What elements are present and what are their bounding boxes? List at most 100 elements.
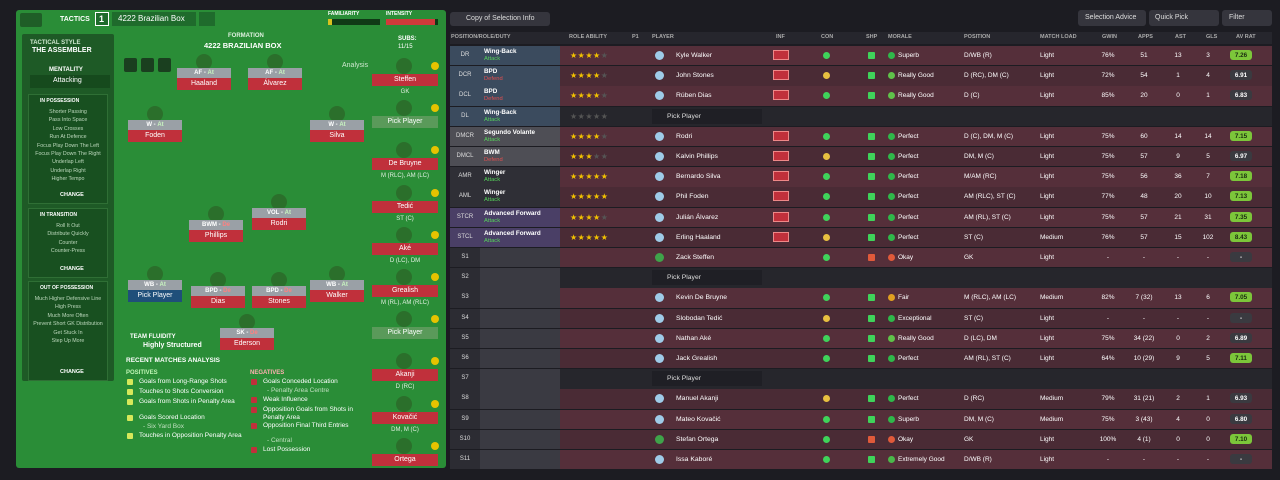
- change-button[interactable]: CHANGE: [60, 266, 84, 272]
- player[interactable]: Erling Haaland: [676, 233, 721, 241]
- morale: Perfect: [898, 132, 919, 140]
- player[interactable]: Kalvin Phillips: [676, 153, 718, 160]
- instruction: Low Crosses: [52, 125, 84, 132]
- average-rating: 7.13: [1234, 193, 1248, 201]
- role-strip: VOL - At: [252, 208, 306, 218]
- pick-dropdown[interactable]: [652, 270, 762, 286]
- bench-name-strip[interactable]: [372, 285, 438, 297]
- player[interactable]: Rúben Dias: [676, 92, 712, 100]
- goals: -: [1206, 314, 1210, 322]
- player[interactable]: Slobodan Tedić: [676, 314, 723, 322]
- player[interactable]: Issa Kaboré: [676, 456, 713, 463]
- player-name-strip[interactable]: [220, 338, 274, 350]
- player[interactable]: Jack Grealish: [676, 355, 718, 362]
- gwin: -: [1106, 314, 1110, 322]
- player-name-strip[interactable]: [310, 290, 364, 302]
- style: THE ASSEMBLER: [32, 47, 92, 54]
- player[interactable]: John Stones: [676, 72, 714, 80]
- player[interactable]: Stefan Ortega: [676, 435, 719, 443]
- player[interactable]: Phil Foden: [676, 193, 709, 201]
- filter-button[interactable]: [1222, 10, 1272, 26]
- bench-name-strip[interactable]: [372, 327, 438, 340]
- rating-pill: [1230, 413, 1252, 424]
- assists: 0: [1176, 334, 1180, 342]
- player[interactable]: Kyle Walker: [676, 52, 713, 59]
- position-cell: [450, 248, 480, 268]
- player[interactable]: Manuel Akanji: [676, 395, 719, 403]
- table-row: [450, 126, 1272, 147]
- con-icon: [823, 395, 830, 403]
- bench-name-strip[interactable]: [372, 242, 438, 255]
- position-slot: S8: [461, 395, 469, 402]
- player[interactable]: Nathan Aké: [676, 334, 712, 342]
- player[interactable]: Zack Steffen: [676, 254, 715, 261]
- pick-dropdown[interactable]: [652, 108, 762, 124]
- tactics-label: TACTICS: [60, 16, 90, 23]
- analysis-detail: - Central: [267, 437, 292, 444]
- add-tactic[interactable]: [199, 12, 215, 26]
- analysis-toggle[interactable]: Analysis: [342, 62, 369, 69]
- pick-dropdown[interactable]: [652, 371, 762, 387]
- change-button[interactable]: CHANGE: [60, 192, 84, 198]
- player[interactable]: Julián Álvarez: [676, 213, 719, 221]
- player-name-strip[interactable]: [252, 218, 306, 230]
- rating-pill: [1230, 252, 1252, 262]
- shp-icon: [868, 355, 875, 362]
- match-load: Light: [1040, 355, 1055, 362]
- player[interactable]: Kevin De Bruyne: [676, 294, 728, 302]
- bench-name-strip[interactable]: [372, 411, 438, 424]
- morale: Fair: [898, 294, 910, 302]
- bench-name-strip[interactable]: [372, 74, 438, 86]
- bench-name-strip[interactable]: [372, 116, 438, 129]
- column-header: POSITION/ROLE/DUTY: [451, 34, 511, 40]
- role: W: [328, 122, 334, 128]
- advice-button[interactable]: [1078, 10, 1146, 26]
- tactic-dropdown[interactable]: [112, 12, 196, 26]
- player-name-strip[interactable]: [248, 78, 302, 90]
- position-cell: [450, 268, 480, 288]
- apps: 60: [1140, 132, 1148, 140]
- bench-shirt: [396, 311, 412, 328]
- role-ability: ★★★★★: [570, 71, 609, 81]
- position: D (RC): [964, 395, 985, 403]
- pitch-tool[interactable]: [124, 58, 137, 72]
- quick-pick-button[interactable]: [1149, 10, 1219, 26]
- position: D/WB (R): [964, 52, 992, 59]
- analysis-item: Opposition Goals from Shots in Penalty A…: [263, 406, 353, 421]
- pitch-tool[interactable]: [141, 58, 154, 72]
- player-name-strip[interactable]: [252, 296, 306, 308]
- player[interactable]: Bernardo Silva: [676, 173, 721, 181]
- pitch-tool[interactable]: [158, 58, 171, 72]
- assists: 2: [1176, 395, 1180, 403]
- bench-name: Aké: [398, 244, 412, 252]
- table-row: [450, 86, 1272, 106]
- bench-name-strip[interactable]: [372, 200, 438, 213]
- bench-name-strip[interactable]: [372, 369, 438, 382]
- bench-name-strip[interactable]: [372, 158, 438, 171]
- role-cell: [480, 66, 560, 86]
- player-shirt: [147, 106, 163, 122]
- position-cell: [450, 86, 480, 106]
- player-name-strip[interactable]: [191, 296, 245, 308]
- instruction: Shorter Passing: [49, 109, 87, 115]
- player-name-strip[interactable]: [177, 78, 231, 90]
- view-dropdown[interactable]: [450, 12, 550, 26]
- player[interactable]: Mateo Kovačić: [676, 415, 721, 423]
- position-slot: DR: [460, 52, 470, 58]
- role-strip: W - At: [310, 120, 364, 130]
- bench-name-strip[interactable]: [372, 453, 438, 466]
- player-name-strip[interactable]: [310, 130, 364, 142]
- player-name-strip[interactable]: [128, 130, 182, 142]
- mentality-dropdown[interactable]: [30, 75, 110, 88]
- role-strip: WB - At: [128, 280, 182, 290]
- player-shirt: [655, 313, 664, 323]
- player-name-strip[interactable]: [128, 290, 182, 302]
- player-name-strip[interactable]: [189, 230, 243, 242]
- change-button[interactable]: CHANGE: [60, 369, 84, 375]
- shp-icon: [868, 213, 875, 221]
- duty: Defend: [484, 96, 503, 103]
- back-button[interactable]: [20, 13, 42, 27]
- position: DM, M (C): [964, 153, 994, 160]
- player[interactable]: Rodri: [676, 132, 693, 140]
- table-row: [450, 207, 1272, 227]
